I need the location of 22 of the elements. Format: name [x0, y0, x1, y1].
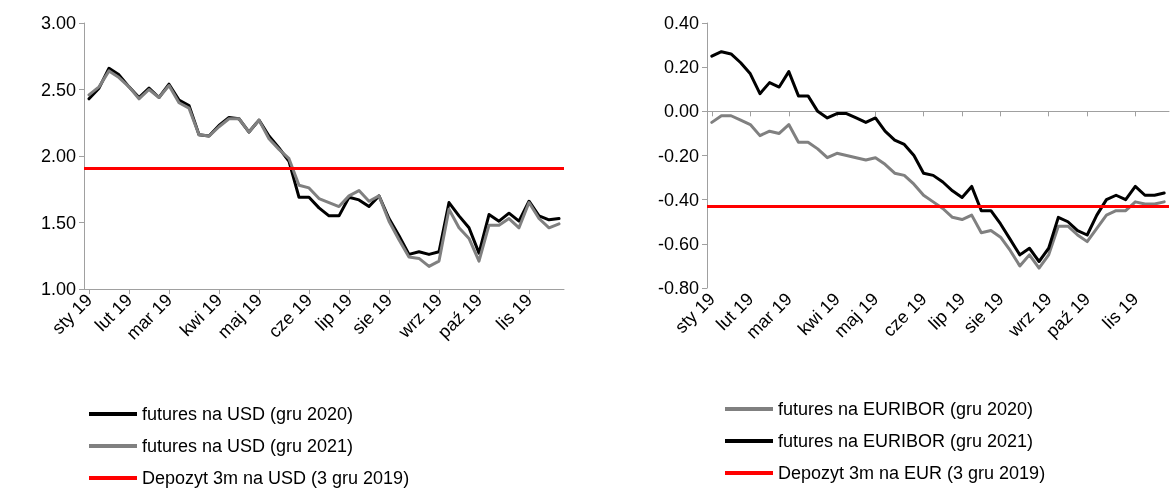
- legend-label: Depozyt 3m na EUR (3 gru 2019): [778, 463, 1046, 483]
- line-series: [710, 114, 1166, 270]
- y-tick-label: 0.00: [663, 101, 699, 122]
- legend-label: futures na USD (gru 2020): [142, 404, 354, 424]
- x-tick-label: lis 19: [1098, 288, 1143, 333]
- legend-label: futures na EURIBOR (gru 2020): [778, 399, 1034, 419]
- y-tick-label: -0.80: [657, 278, 699, 298]
- legend-label: futures na USD (gru 2021): [142, 436, 354, 456]
- legend-label: futures na EURIBOR (gru 2021): [778, 431, 1034, 451]
- line-series: [710, 50, 1166, 263]
- y-tick-label: -0.60: [657, 233, 699, 254]
- y-tick-label: 0.20: [663, 57, 699, 78]
- legend-label: Depozyt 3m na USD (3 gru 2019): [142, 468, 410, 488]
- y-tick-label: 1.50: [40, 212, 76, 233]
- y-tick-label: 1.00: [40, 279, 76, 299]
- y-tick-label: 2.00: [40, 146, 76, 166]
- y-tick-label: 3.00: [40, 13, 76, 33]
- y-tick-label: 2.50: [40, 79, 76, 100]
- x-tick-label: lis 19: [492, 289, 537, 334]
- y-tick-label: -0.40: [657, 189, 699, 210]
- y-tick-label: -0.20: [657, 145, 699, 166]
- y-tick-label: 0.40: [663, 13, 699, 33]
